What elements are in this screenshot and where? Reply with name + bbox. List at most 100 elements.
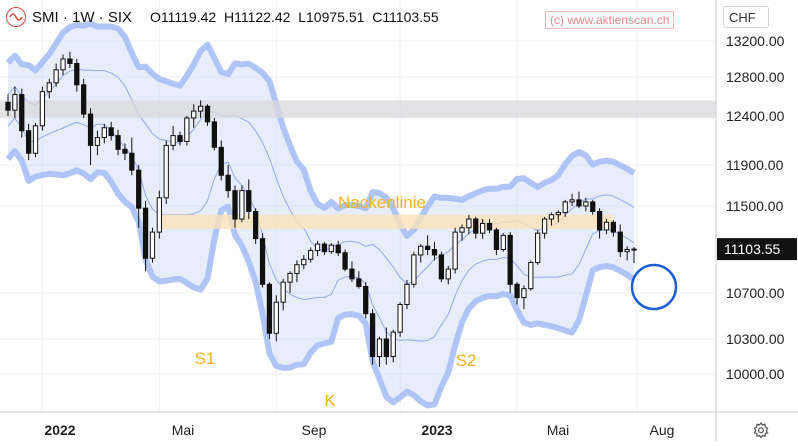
candle-body [26,130,32,154]
candle-body [232,190,238,220]
candle-body [108,127,114,137]
annotation-label: Nackenlinie [338,193,426,212]
resistance-zone [0,100,716,118]
candle-body [452,231,458,270]
candle-body [280,281,286,303]
candles [5,51,637,367]
time-tick-label: Mai [547,422,570,438]
price-tick-label: 12800.00 [726,69,785,85]
band-fill [8,23,634,406]
bollinger-band [5,20,636,409]
candle-body [67,58,73,64]
ohlc-values: O11119.42 H11122.42 L10975.51 C11103.55 [150,9,439,25]
candle-body [431,249,438,256]
candle-body [156,197,162,233]
candle-body [603,221,610,231]
candle-body [149,231,156,259]
candle-body [46,82,52,93]
candle-body [328,244,334,253]
candle-body [569,199,575,203]
candle-body [445,268,451,280]
candle-body [583,201,589,207]
time-axis: 2022 Mai Sep 2023 Mai Aug [44,422,674,438]
candle-body [486,222,493,231]
time-tick-label: Mai [172,422,195,438]
time-tick-label: 2022 [44,422,75,438]
candle-body [136,169,142,209]
price-tick-label: 13200.00 [726,33,785,49]
currency-selector[interactable]: CHF [723,6,769,28]
candle-body [555,212,561,216]
candle-body [294,264,300,274]
candle-body [177,135,183,142]
band-upper [5,20,636,239]
candle-body [5,101,11,111]
candle-body [411,254,417,285]
time-tick-label: Aug [650,422,675,438]
candle-body [246,190,252,212]
candle-body [617,231,623,253]
symbol-label[interactable]: SMI · 1W · SIX [32,8,133,26]
candle-body [390,331,396,358]
target-circle [630,263,678,311]
candle-body [548,214,555,220]
candle-body [493,229,500,251]
candle-body [12,94,18,111]
band-lower [5,148,636,409]
candle-body [115,135,121,150]
candle-body [101,127,107,139]
candle-body [383,338,389,357]
candle-body [94,137,101,146]
candle-body [87,113,94,146]
candle-body [129,152,135,171]
candle-body [535,232,541,264]
gear-icon[interactable] [752,421,770,439]
candle-body [287,272,293,283]
candle-body [397,304,403,333]
candle-body [163,144,169,199]
candle-body [273,301,279,334]
candle-body [142,207,149,259]
candle-body [170,135,176,146]
candle-body [514,283,520,299]
price-tick-label: 10700.00 [726,285,785,301]
candle-body [218,146,224,176]
candle-body [418,245,424,256]
candle-body [32,125,39,154]
candle-body [74,63,80,86]
candle-body [349,268,355,280]
candle-body [39,91,46,127]
candle-body [424,245,431,251]
price-tick-label: 12400.00 [726,108,785,124]
candle-body [473,218,479,234]
annotation-label: S2 [456,351,477,370]
candle-body [500,234,506,251]
candle-body [438,254,445,280]
candle-body [528,262,534,290]
candle-body [610,221,616,233]
candle-body [562,201,568,214]
neckline-zone [159,214,614,229]
candle-body [480,222,486,234]
candle-body [459,227,465,233]
candle-body [335,244,341,254]
candle-body [363,285,369,315]
candle-body [81,84,87,115]
candle-body [404,283,410,305]
candle-body [541,218,548,234]
time-tick-label: 2023 [421,422,452,438]
candle-body [122,148,128,154]
last-price-label: 11103.55 [724,241,781,257]
candle-body [521,288,527,299]
candle-body [507,234,513,285]
annotation-label: K [324,391,336,410]
six-logo-icon [6,7,26,27]
candle-body [211,121,218,148]
candle-body [253,210,259,240]
candle-body [184,117,190,142]
candle-body [308,250,314,260]
price-tick-label: 10300.00 [726,331,785,347]
candle-body [631,248,637,251]
